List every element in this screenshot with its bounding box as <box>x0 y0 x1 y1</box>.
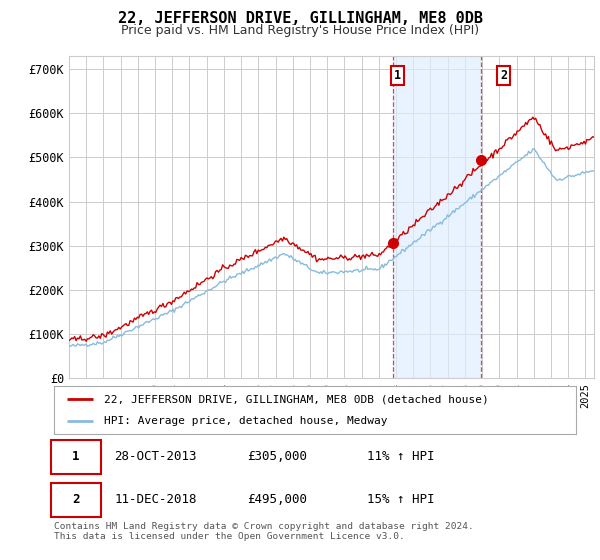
Text: HPI: Average price, detached house, Medway: HPI: Average price, detached house, Medw… <box>104 416 387 426</box>
Text: 1: 1 <box>72 450 80 463</box>
FancyBboxPatch shape <box>52 440 101 474</box>
Text: 22, JEFFERSON DRIVE, GILLINGHAM, ME8 0DB (detached house): 22, JEFFERSON DRIVE, GILLINGHAM, ME8 0DB… <box>104 394 488 404</box>
Text: 22, JEFFERSON DRIVE, GILLINGHAM, ME8 0DB: 22, JEFFERSON DRIVE, GILLINGHAM, ME8 0DB <box>118 11 482 26</box>
Text: 11% ↑ HPI: 11% ↑ HPI <box>367 450 434 463</box>
Text: 28-OCT-2013: 28-OCT-2013 <box>114 450 197 463</box>
FancyBboxPatch shape <box>52 483 101 517</box>
Text: 2: 2 <box>500 69 507 82</box>
Bar <box>393 56 481 378</box>
Text: 11-DEC-2018: 11-DEC-2018 <box>114 493 197 506</box>
Text: 15% ↑ HPI: 15% ↑ HPI <box>367 493 434 506</box>
Text: 2: 2 <box>72 493 80 506</box>
Text: £305,000: £305,000 <box>247 450 307 463</box>
Text: £495,000: £495,000 <box>247 493 307 506</box>
Text: Price paid vs. HM Land Registry's House Price Index (HPI): Price paid vs. HM Land Registry's House … <box>121 24 479 36</box>
Text: 1: 1 <box>394 69 401 82</box>
Text: Contains HM Land Registry data © Crown copyright and database right 2024.
This d: Contains HM Land Registry data © Crown c… <box>54 522 474 542</box>
